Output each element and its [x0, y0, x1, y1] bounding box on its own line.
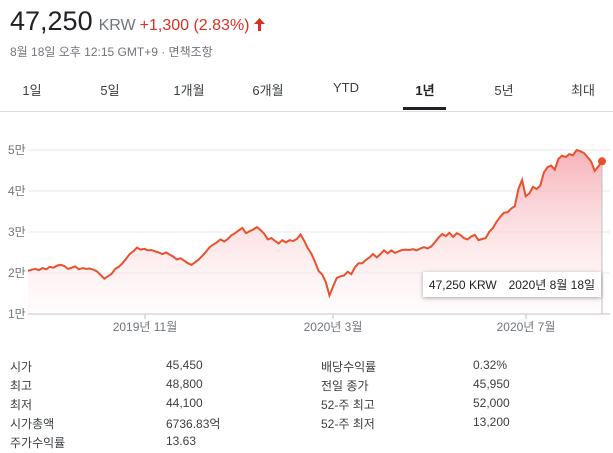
- stat-open-value: 45,450: [166, 358, 203, 372]
- y-tick-label: 5만: [8, 143, 26, 157]
- x-tick-label: 2020년 3월: [304, 320, 363, 334]
- x-tick-label: 2019년 11월: [113, 320, 178, 334]
- range-tabs: 1일 5일 1개월 6개월 YTD 1년 5년 최대: [0, 69, 613, 112]
- y-tick-label: 1만: [8, 307, 26, 321]
- stat-prevclose-value: 45,950: [473, 377, 510, 391]
- stat-52wk-low-label: 52-주 최저: [321, 417, 375, 431]
- stat-52wk-high-label: 52-주 최고: [321, 398, 375, 412]
- price-change: +1,300 (2.83%): [139, 17, 250, 34]
- tab-5y[interactable]: 5년: [494, 83, 514, 98]
- arrow-up-icon: [253, 18, 265, 31]
- active-tab-indicator: [403, 107, 446, 110]
- stat-52wk-high-value: 52,000: [473, 396, 510, 410]
- chart-tooltip: 47,250 KRW 2020년 8월 18일: [423, 272, 601, 297]
- y-tick-label: 3만: [8, 225, 26, 239]
- tab-1y[interactable]: 1년: [415, 83, 435, 98]
- tab-1m[interactable]: 1개월: [173, 83, 205, 98]
- stat-mktcap-value: 6736.83억: [166, 417, 221, 431]
- stat-dividend-value: 0.32%: [473, 358, 508, 372]
- x-tick-label: 2020년 7월: [497, 320, 556, 334]
- quote-timestamp: 8월 18일 오후 12:15 GMT+9 · 면책조항: [10, 45, 213, 59]
- y-tick-label: 4만: [8, 184, 26, 198]
- current-price-dot: [598, 157, 606, 166]
- current-price: 47,250: [10, 6, 93, 36]
- stat-high-label: 최고: [10, 379, 33, 393]
- tooltip-date: 2020년 8월 18일: [508, 278, 596, 292]
- stat-prevclose-label: 전일 종가: [321, 379, 369, 393]
- tab-1d[interactable]: 1일: [22, 83, 42, 98]
- stat-pe-label: 주가수익률: [10, 436, 66, 450]
- price-chart[interactable]: 5만 4만 3만 2만 1만 2019년 11월 2020년 3월 2020년 7월: [0, 118, 613, 340]
- stat-low-value: 44,100: [166, 396, 203, 410]
- stat-mktcap-label: 시가총액: [10, 417, 55, 431]
- stat-open-label: 시가: [10, 360, 33, 374]
- stat-dividend-label: 배당수익률: [321, 360, 377, 374]
- stat-high-value: 48,800: [166, 377, 203, 391]
- tab-max[interactable]: 최대: [571, 83, 595, 98]
- quote-header: 47,250 KRW +1,300 (2.83%): [10, 6, 265, 37]
- currency-label: KRW: [98, 17, 136, 34]
- price-line: [27, 148, 603, 299]
- tab-5d[interactable]: 5일: [100, 83, 120, 98]
- stat-52wk-low-value: 13,200: [473, 415, 510, 429]
- tab-ytd[interactable]: YTD: [333, 80, 359, 95]
- tooltip-price: 47,250 KRW: [428, 277, 497, 292]
- y-tick-label: 2만: [8, 266, 26, 280]
- stat-pe-value: 13.63: [166, 434, 197, 448]
- tab-6m[interactable]: 6개월: [252, 83, 284, 98]
- stat-low-label: 최저: [10, 398, 33, 412]
